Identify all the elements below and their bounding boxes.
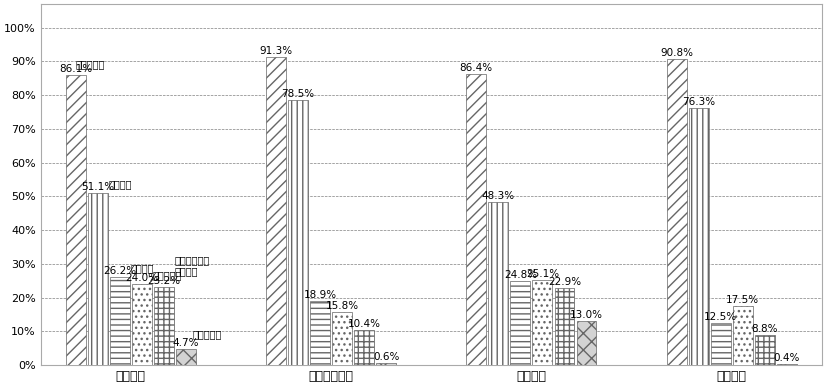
Bar — [755, 335, 775, 365]
Text: 76.3%: 76.3% — [682, 97, 715, 107]
Bar — [554, 288, 574, 365]
Text: 接客対応: 接客対応 — [131, 263, 154, 273]
Text: 24.0%: 24.0% — [126, 273, 159, 283]
Text: 0.6%: 0.6% — [373, 352, 399, 362]
Text: 品質・機能、
役務品質: 品質・機能、 役務品質 — [175, 255, 210, 277]
Bar — [777, 364, 797, 365]
Text: 10.4%: 10.4% — [348, 319, 381, 329]
Bar — [132, 284, 152, 365]
Bar — [577, 321, 596, 365]
Text: 0.4%: 0.4% — [774, 353, 800, 363]
Text: 4.7%: 4.7% — [173, 339, 199, 348]
Text: 78.5%: 78.5% — [282, 89, 315, 99]
Text: 26.2%: 26.2% — [103, 266, 136, 276]
Bar — [266, 57, 286, 365]
Text: 91.3%: 91.3% — [259, 46, 292, 56]
Text: 販売方法: 販売方法 — [109, 179, 132, 189]
Text: 15.8%: 15.8% — [325, 301, 358, 311]
Bar — [154, 287, 173, 365]
Bar — [354, 330, 374, 365]
Bar — [66, 75, 86, 365]
Text: 価格・料金: 価格・料金 — [153, 271, 183, 281]
Text: 23.2%: 23.2% — [147, 276, 180, 286]
Text: 24.8%: 24.8% — [504, 271, 537, 280]
Text: 22.9%: 22.9% — [548, 277, 581, 287]
Bar — [510, 281, 530, 365]
Text: 48.3%: 48.3% — [482, 191, 515, 201]
Text: 18.9%: 18.9% — [303, 290, 337, 300]
Bar — [733, 306, 752, 365]
Bar — [88, 193, 107, 365]
Bar — [110, 277, 130, 365]
Text: 12.5%: 12.5% — [704, 312, 738, 322]
Bar — [710, 323, 730, 365]
Bar — [377, 363, 396, 365]
Text: 8.8%: 8.8% — [752, 324, 778, 334]
Text: 86.4%: 86.4% — [460, 63, 493, 73]
Text: 13.0%: 13.0% — [570, 310, 603, 320]
Text: 表示・広告: 表示・広告 — [192, 329, 222, 339]
Bar — [667, 59, 686, 365]
Bar — [467, 74, 487, 365]
Text: 90.8%: 90.8% — [660, 48, 693, 58]
Bar — [488, 202, 508, 365]
Text: 25.1%: 25.1% — [526, 269, 559, 279]
Text: 契約・解約: 契約・解約 — [76, 60, 105, 70]
Bar — [533, 280, 553, 365]
Text: 86.1%: 86.1% — [59, 64, 93, 74]
Bar — [310, 301, 330, 365]
Bar — [176, 349, 196, 365]
Text: 51.1%: 51.1% — [81, 182, 114, 192]
Bar — [332, 312, 352, 365]
Bar — [689, 108, 709, 365]
Text: 17.5%: 17.5% — [726, 295, 759, 305]
Bar — [288, 100, 308, 365]
